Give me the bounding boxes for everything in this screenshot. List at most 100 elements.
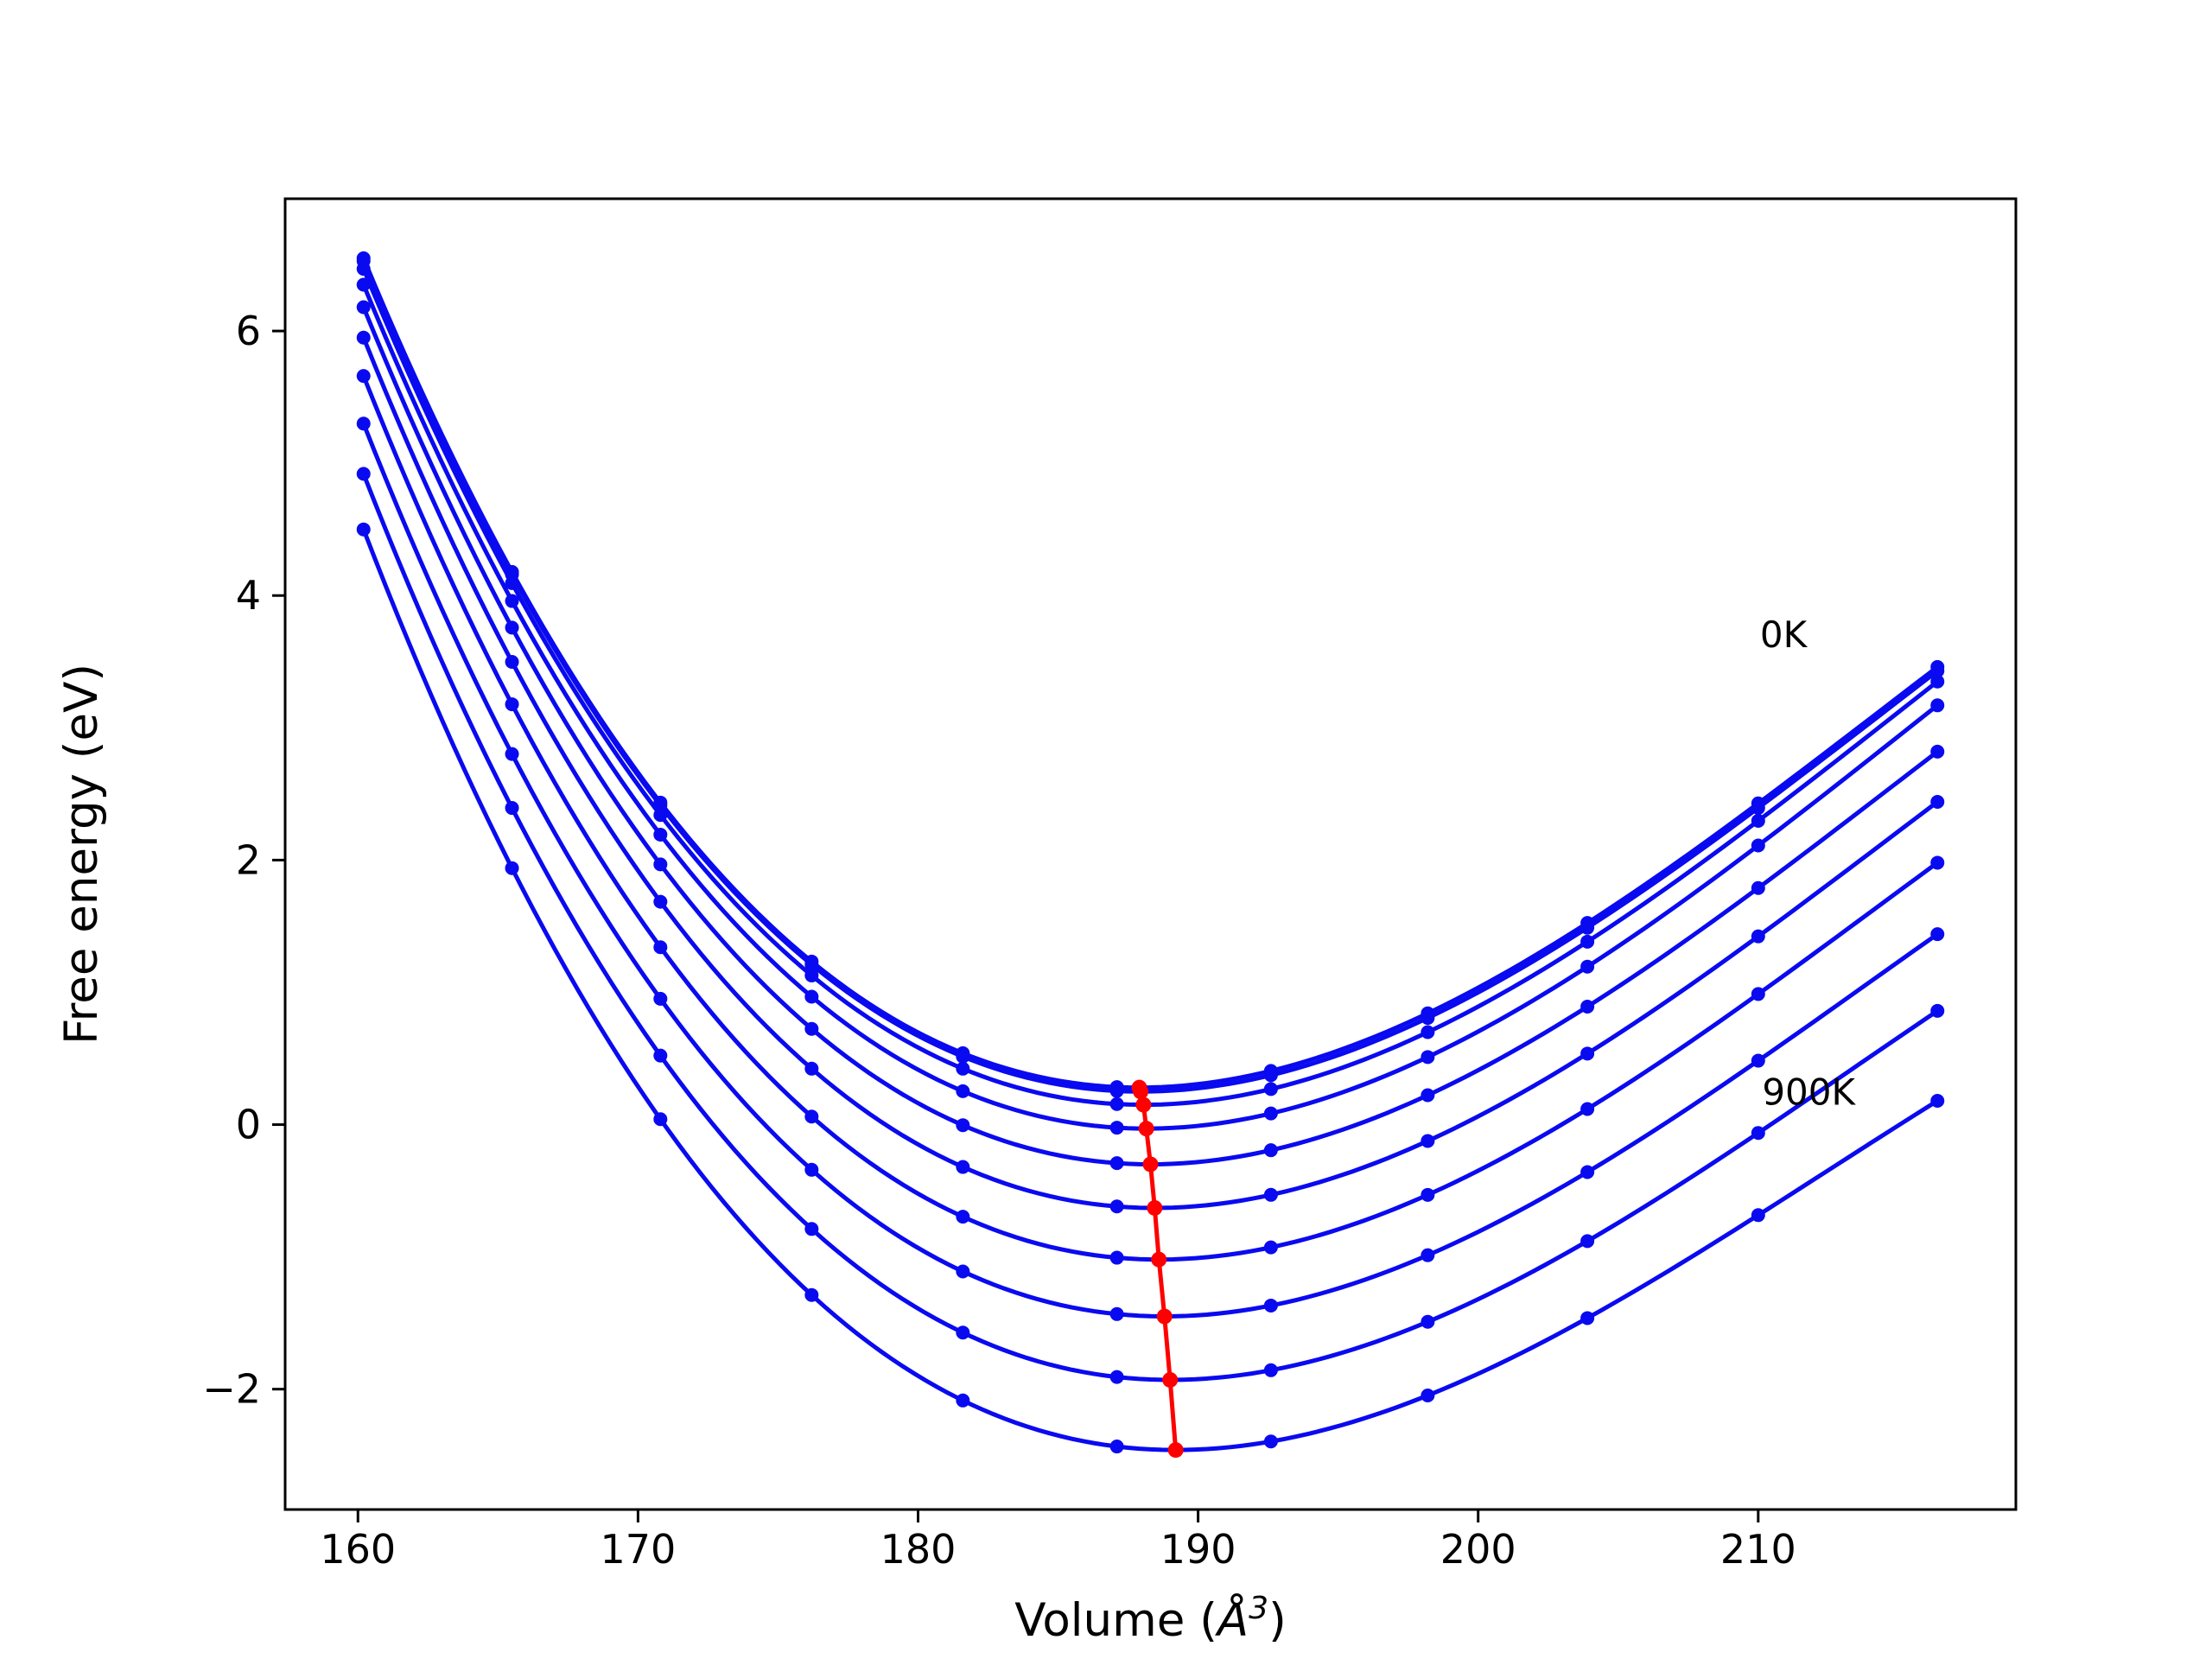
data-point (505, 575, 519, 590)
data-point (1930, 674, 1945, 689)
data-point (956, 1084, 970, 1098)
data-point (1109, 1440, 1124, 1454)
data-point (505, 861, 519, 875)
data-point (1109, 1084, 1124, 1098)
data-point (1930, 795, 1945, 810)
data-point (653, 1048, 668, 1063)
curve-line-600K (361, 375, 1939, 1262)
data-point (1421, 1187, 1435, 1202)
minimum-point (1167, 1442, 1184, 1459)
data-point (1109, 1199, 1124, 1214)
minimum-point (1147, 1199, 1163, 1216)
data-point (1109, 1306, 1124, 1321)
data-point (804, 1109, 819, 1124)
data-point (1263, 1434, 1278, 1449)
data-point (1263, 1240, 1278, 1255)
data-point (1109, 1370, 1124, 1384)
data-point (653, 857, 668, 872)
curve-line-500K (361, 336, 1939, 1211)
minima-path (1137, 1086, 1179, 1451)
plot-area (356, 251, 1945, 1459)
data-point (804, 1287, 819, 1302)
annotation-900K: 900K (1762, 1071, 1856, 1114)
curve-line-900K (361, 528, 1939, 1452)
data-point (1751, 838, 1765, 853)
data-point (505, 594, 519, 608)
data-point (356, 300, 371, 315)
data-point (1263, 1187, 1278, 1202)
minimum-point (1151, 1251, 1167, 1268)
data-point (505, 801, 519, 816)
x-tick-label: 200 (1440, 1526, 1516, 1573)
x-tick-label: 170 (600, 1526, 676, 1573)
data-point (1751, 880, 1765, 895)
data-point (1580, 1000, 1595, 1014)
data-point (1109, 1250, 1124, 1265)
data-point (1580, 1234, 1595, 1249)
data-point (653, 808, 668, 823)
axes-spines (283, 197, 2018, 1511)
y-tick-label: 2 (236, 836, 261, 883)
data-point (356, 262, 371, 276)
data-point (1930, 744, 1945, 759)
data-point (1580, 1102, 1595, 1116)
data-point (1751, 987, 1765, 1001)
temperature-curve-400K (356, 300, 1945, 1171)
data-point (956, 1049, 970, 1064)
data-point (1930, 1003, 1945, 1018)
data-point (804, 1021, 819, 1036)
data-point (1421, 1248, 1435, 1262)
data-point (1109, 1156, 1124, 1171)
data-point (1580, 920, 1595, 935)
data-point (1109, 1121, 1124, 1135)
data-point (1421, 1088, 1435, 1103)
data-point (1580, 1165, 1595, 1179)
data-point (956, 1118, 970, 1133)
data-point (505, 697, 519, 712)
minima-line (1131, 1079, 1184, 1459)
data-point (1580, 934, 1595, 949)
y-tick-label: 6 (236, 308, 261, 354)
data-point (956, 1393, 970, 1408)
data-point (956, 1061, 970, 1076)
minimum-point (1133, 1084, 1149, 1100)
annotation-0K: 0K (1760, 613, 1808, 656)
data-point (653, 940, 668, 955)
data-point (804, 957, 819, 972)
data-point (1421, 1050, 1435, 1065)
curve-line-700K (361, 423, 1939, 1319)
data-point (804, 968, 819, 982)
temperature-curve-700K (356, 416, 1945, 1321)
data-point (804, 1222, 819, 1236)
minimum-point (1135, 1096, 1152, 1113)
data-point (956, 1210, 970, 1224)
data-point (1580, 959, 1595, 974)
x-axis-label: Volume (Å3) (1014, 1591, 1287, 1647)
data-point (653, 894, 668, 909)
temperature-curve-600K (356, 369, 1945, 1265)
curve-line-800K (361, 473, 1939, 1382)
data-point (1263, 1082, 1278, 1096)
data-point (804, 1061, 819, 1076)
data-point (1263, 1363, 1278, 1377)
data-point (804, 989, 819, 1004)
data-point (956, 1325, 970, 1340)
x-tick-label: 190 (1160, 1526, 1236, 1573)
minimum-point (1138, 1121, 1154, 1137)
x-tick-label: 210 (1720, 1526, 1796, 1573)
data-point (1930, 927, 1945, 942)
x-tick-label: 180 (880, 1526, 957, 1573)
data-point (1263, 1068, 1278, 1083)
minimum-point (1156, 1308, 1173, 1325)
data-point (505, 655, 519, 670)
data-point (356, 522, 371, 537)
data-point (653, 991, 668, 1006)
data-point (956, 1160, 970, 1174)
data-point (356, 416, 371, 431)
data-point (1109, 1096, 1124, 1111)
data-point (1751, 813, 1765, 828)
minimum-point (1142, 1156, 1159, 1173)
x-tick-label: 160 (320, 1526, 396, 1573)
